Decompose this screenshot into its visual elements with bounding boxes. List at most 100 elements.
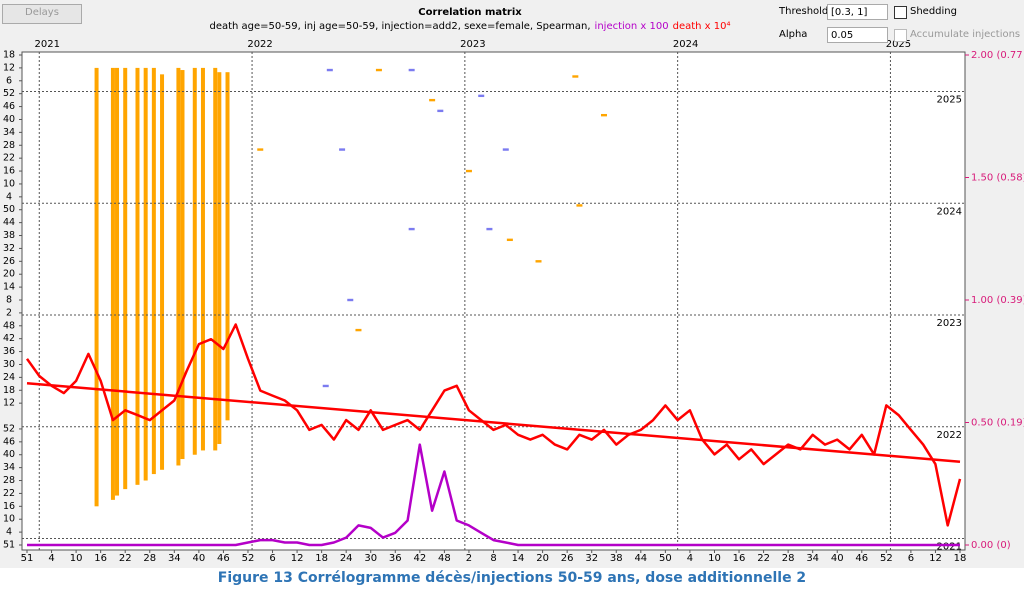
x-tick-label: 22	[119, 553, 132, 564]
x-tick-label: 46	[217, 553, 230, 564]
year-label-top: 2024	[673, 39, 698, 50]
x-tick-label: 46	[855, 553, 868, 564]
y-tick-label: 42	[3, 333, 15, 344]
year-label-right: 2023	[937, 318, 962, 329]
y-tick-label: 4	[6, 191, 12, 202]
year-label-top: 2021	[35, 39, 60, 50]
x-tick-label: 42	[413, 553, 426, 564]
alpha-label: Alpha	[779, 29, 808, 40]
x-tick-label: 4	[687, 553, 693, 564]
y2-tick-label: 2.00 (0.77	[971, 50, 1023, 61]
heatmap-column	[123, 67, 128, 490]
y-tick-label: 24	[3, 372, 15, 383]
heatmap-cell	[347, 298, 354, 302]
x-tick-label: 16	[94, 553, 107, 564]
threshold-select[interactable]: [0.3, 1]	[827, 4, 888, 20]
x-tick-label: 12	[929, 553, 942, 564]
x-tick-label: 52	[242, 553, 255, 564]
year-label-right: 2021	[937, 542, 962, 553]
y-tick-label: 40	[3, 114, 15, 125]
year-label-top: 2022	[247, 39, 272, 50]
heatmap-column	[192, 67, 197, 455]
y-tick-label: 30	[3, 359, 15, 370]
year-label-top: 2023	[460, 39, 485, 50]
heatmap-cell	[576, 204, 583, 207]
heatmap-cell	[502, 148, 509, 151]
y-tick-label: 12	[3, 398, 15, 409]
x-tick-label: 38	[610, 553, 623, 564]
x-tick-label: 36	[389, 553, 402, 564]
y-tick-label: 28	[3, 140, 15, 151]
x-tick-label: 12	[291, 553, 304, 564]
heatmap-cell	[326, 68, 333, 72]
x-tick-label: 44	[634, 553, 647, 564]
x-tick-label: 32	[585, 553, 598, 564]
y-tick-label: 51	[3, 540, 15, 551]
heatmap-cell	[465, 169, 472, 173]
y-tick-label: 40	[3, 449, 15, 460]
x-tick-label: 28	[143, 553, 156, 564]
heatmap-column	[143, 67, 148, 481]
heatmap-column	[180, 70, 185, 460]
y-tick-label: 22	[3, 488, 15, 499]
y-tick-label: 6	[6, 75, 12, 86]
heatmap-cell	[478, 94, 485, 98]
x-tick-label: 50	[659, 553, 672, 564]
heatmap-cell	[257, 148, 264, 151]
chart-title: Correlation matrix	[418, 7, 522, 18]
year-label-right: 2022	[937, 430, 962, 441]
y-tick-label: 48	[3, 320, 15, 331]
heatmap-cell	[375, 68, 382, 72]
y2-tick-label: 0.50 (0.19)	[971, 418, 1024, 429]
x-tick-label: 40	[193, 553, 206, 564]
heatmap-cell	[437, 109, 444, 113]
y2-tick-label: 1.50 (0.58)	[971, 173, 1024, 184]
y-tick-label: 34	[3, 462, 15, 473]
accumulate-checkbox[interactable]	[894, 29, 907, 42]
x-tick-label: 51	[21, 553, 34, 564]
x-tick-label: 10	[708, 553, 721, 564]
year-label-right: 2024	[937, 206, 962, 217]
heatmap-column	[94, 67, 99, 507]
x-tick-label: 52	[880, 553, 893, 564]
delays-button[interactable]: Delays	[2, 4, 82, 24]
y-tick-label: 50	[3, 204, 15, 215]
y-tick-label: 14	[3, 282, 15, 293]
year-label-top: 2025	[886, 39, 911, 50]
y2-tick-label: 0.00 (0)	[971, 540, 1011, 551]
figure-caption: Figure 13 Corrélogramme décès/injections…	[218, 570, 806, 586]
x-tick-label: 2	[466, 553, 472, 564]
y-tick-label: 32	[3, 243, 15, 254]
heatmap-column	[135, 67, 140, 485]
heatmap-column	[160, 74, 165, 470]
shedding-checkbox[interactable]	[894, 6, 907, 19]
x-tick-label: 18	[315, 553, 328, 564]
y-tick-label: 26	[3, 256, 15, 267]
x-tick-label: 20	[536, 553, 549, 564]
series-line	[25, 323, 962, 527]
x-tick-label: 28	[782, 553, 795, 564]
y-tick-label: 52	[3, 423, 15, 434]
y-tick-label: 44	[3, 217, 15, 228]
x-tick-label: 40	[831, 553, 844, 564]
series-line	[27, 443, 960, 547]
heatmap-cell	[429, 98, 436, 102]
y-tick-label: 36	[3, 346, 15, 357]
legend-entry: death x 10⁴	[673, 21, 731, 32]
y2-tick-label: 1.00 (0.39)	[971, 295, 1024, 306]
threshold-label: Threshold	[779, 6, 829, 17]
x-tick-label: 24	[340, 553, 353, 564]
heatmap-column	[217, 72, 222, 444]
alpha-select[interactable]: 0.05	[827, 27, 888, 43]
trend-line	[26, 382, 961, 463]
shedding-label: Shedding	[910, 6, 957, 17]
x-tick-label: 22	[757, 553, 770, 564]
heatmap-cell	[600, 113, 607, 117]
x-tick-label: 4	[48, 553, 54, 564]
heatmap-column	[151, 67, 156, 475]
heatmap-cell	[339, 148, 346, 151]
legend-entry: injection x 100	[595, 21, 669, 32]
y-tick-label: 28	[3, 475, 15, 486]
year-label-right: 2025	[937, 95, 962, 106]
y-tick-label: 10	[3, 514, 15, 525]
